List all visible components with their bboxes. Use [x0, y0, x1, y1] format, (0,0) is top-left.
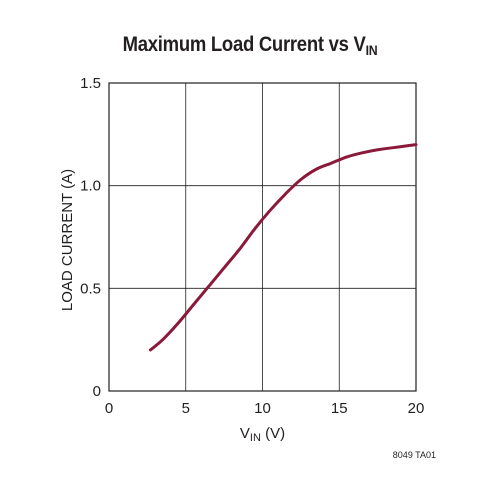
y-tick-label: 0.5 — [80, 280, 101, 297]
y-tick-label: 1.0 — [80, 178, 101, 195]
chart-title-main: Maximum Load Current vs V — [122, 33, 366, 56]
plot-frame — [108, 82, 417, 392]
x-tick-label: 20 — [408, 400, 425, 417]
series-layer — [148, 143, 418, 352]
x-tick-label: 5 — [182, 400, 190, 417]
y-tick-label: 1.5 — [80, 75, 101, 92]
series-line — [148, 143, 418, 352]
y-tick-labels: 0 0.5 1.0 1.5 — [80, 75, 101, 400]
chart-title: Maximum Load Current vs VIN — [30, 33, 470, 58]
x-tick-label: 15 — [331, 400, 348, 417]
x-tick-labels: 0 5 10 15 20 — [105, 400, 425, 417]
y-tick-label: 0 — [93, 383, 101, 400]
x-tick-label: 0 — [105, 400, 113, 417]
x-axis-label-main: V — [240, 425, 250, 442]
chart-title-subscript: IN — [365, 42, 378, 58]
x-tick-label: 10 — [254, 400, 271, 417]
figure-code: 8049 TA01 — [393, 450, 436, 460]
grid — [109, 83, 416, 391]
x-axis-label-subscript: IN — [250, 432, 261, 444]
y-axis-label: LOAD CURRENT (A) — [59, 169, 76, 311]
x-axis-label: VIN (V) — [240, 425, 285, 444]
x-axis-label-unit: (V) — [261, 425, 285, 442]
